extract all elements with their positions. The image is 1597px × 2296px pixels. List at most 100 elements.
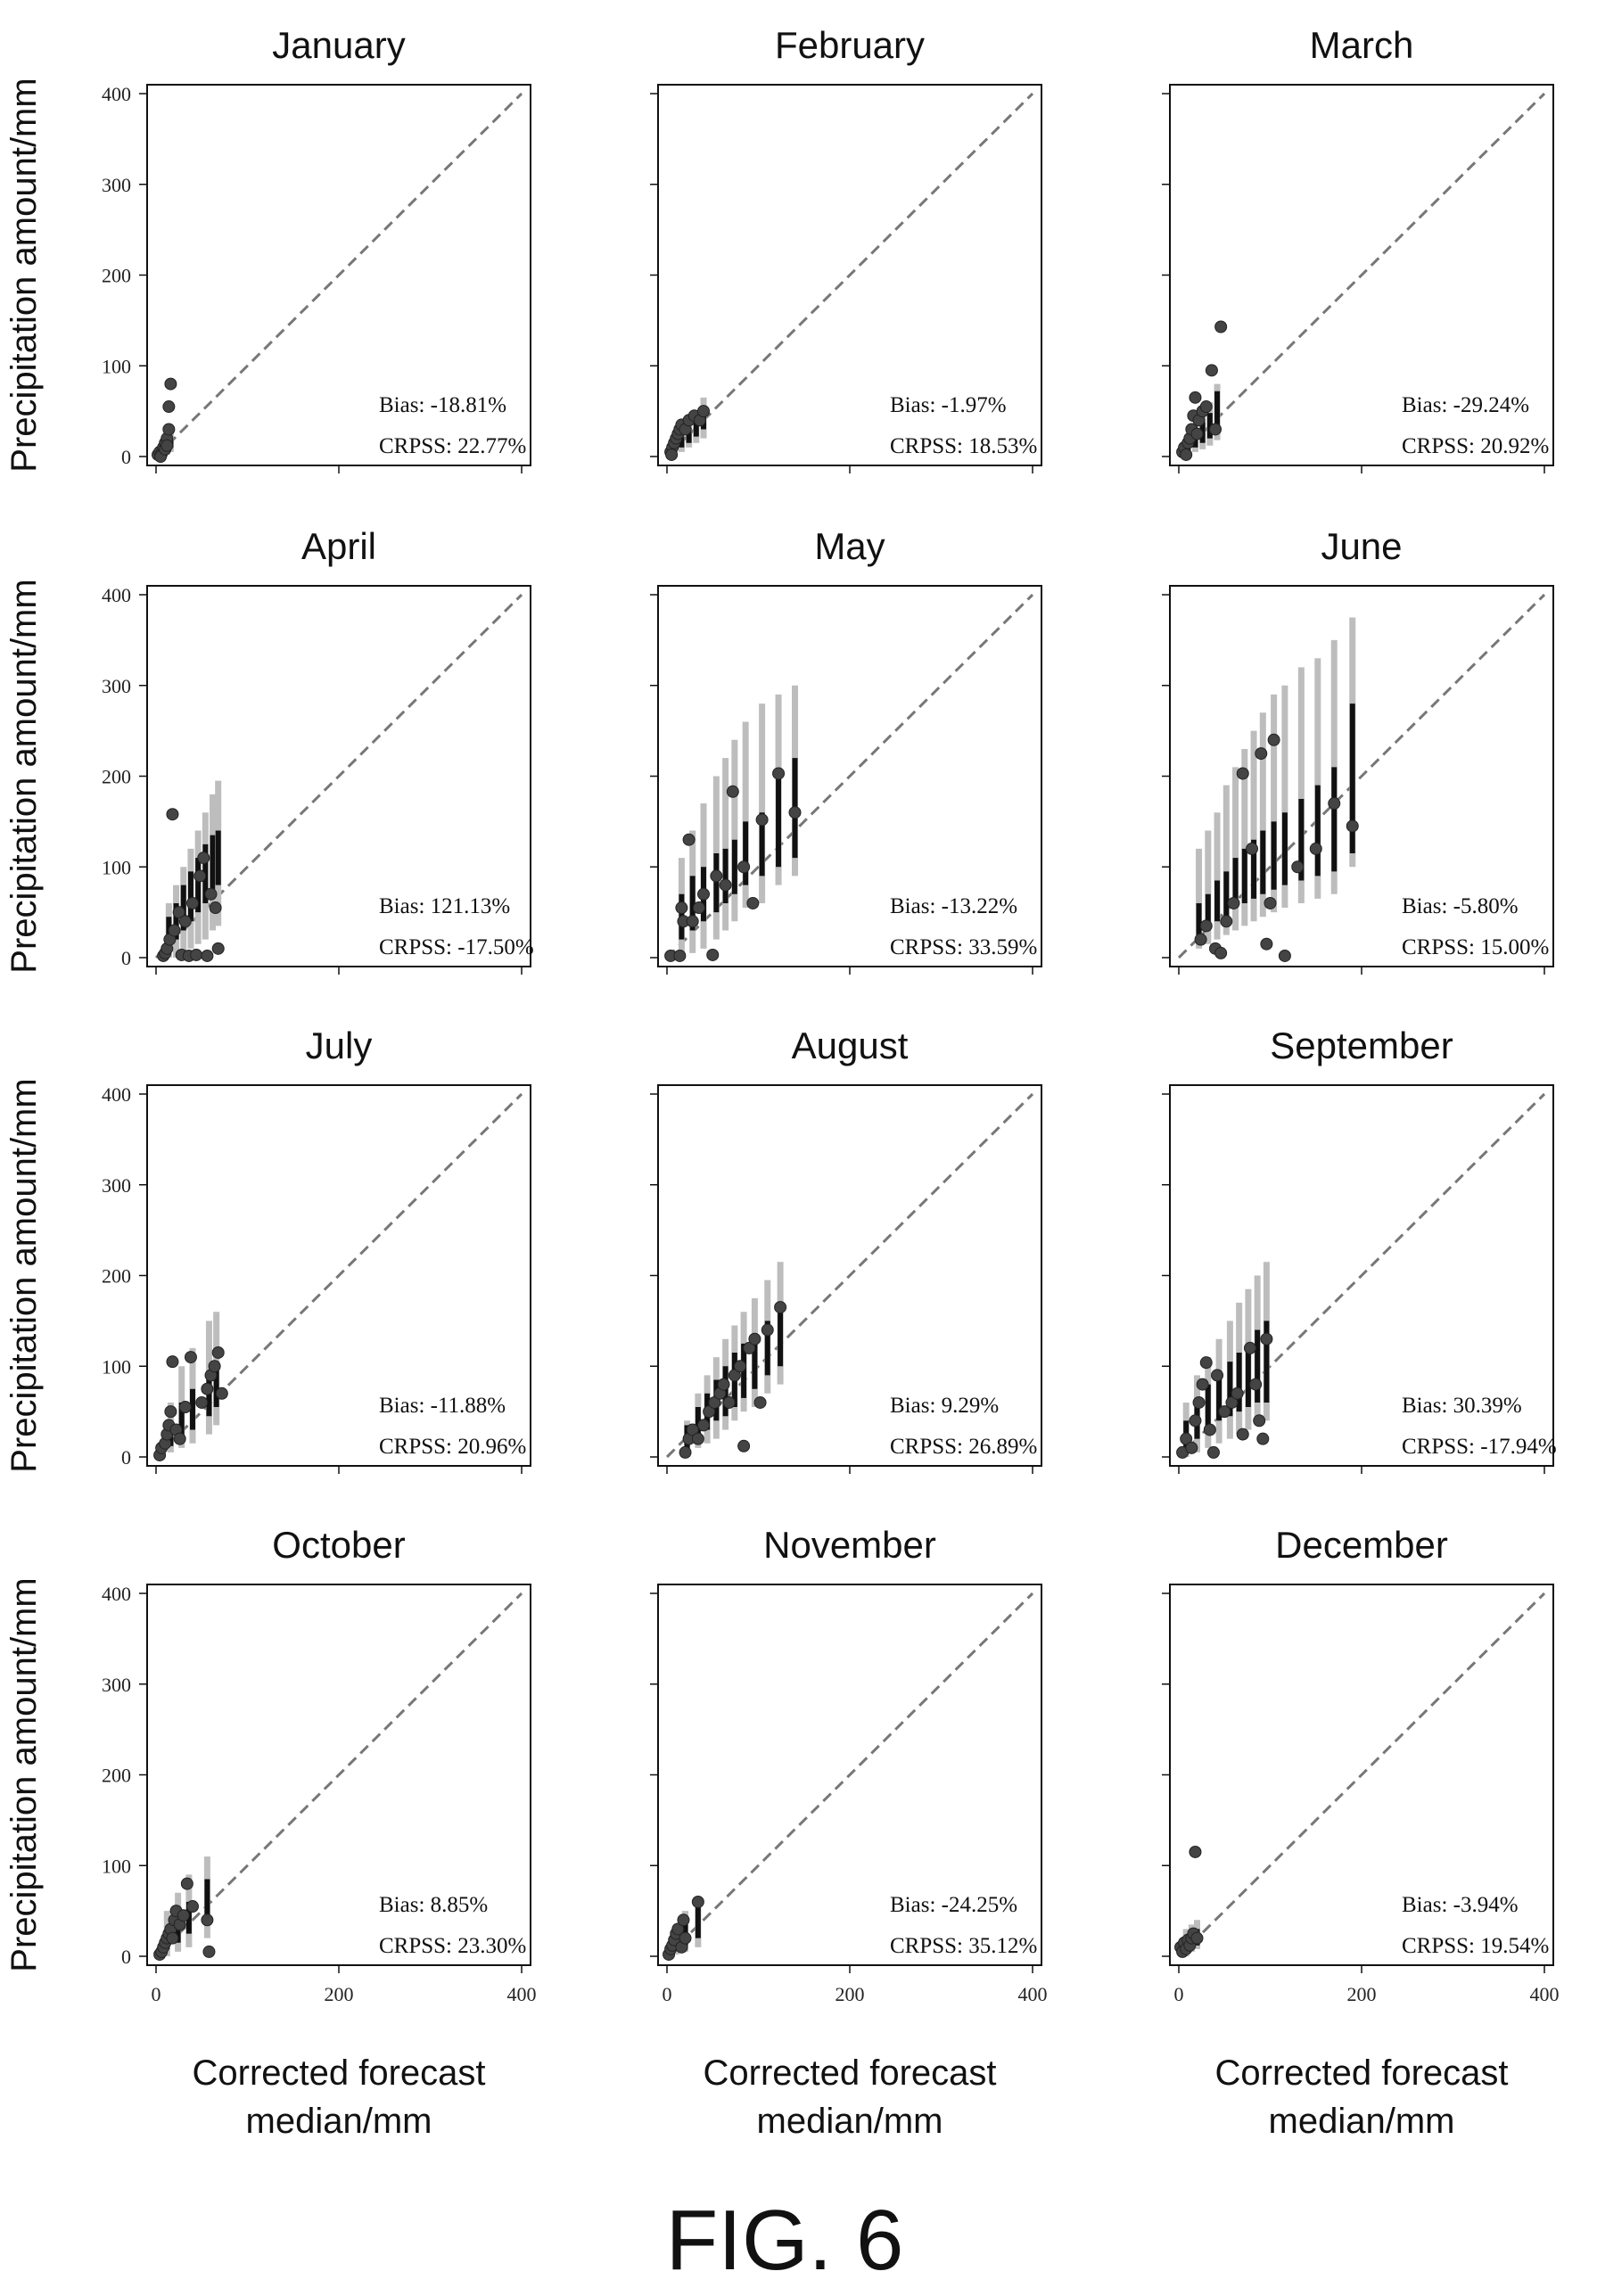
data-point bbox=[753, 1395, 767, 1409]
data-point bbox=[1203, 1423, 1216, 1436]
data-point bbox=[166, 1355, 179, 1369]
data-point bbox=[692, 901, 705, 915]
data-point bbox=[722, 1395, 736, 1409]
data-point bbox=[201, 949, 214, 962]
x-axis-label-line1: Corrected forecast bbox=[703, 2053, 996, 2093]
data-point bbox=[195, 1395, 209, 1409]
data-point bbox=[177, 1909, 190, 1922]
subplot-december: December 0 200 400 Bias: -3.94% CRPSS: 19.54%… bbox=[1162, 1524, 1560, 2141]
x-axis-label-line2: median/mm bbox=[246, 2102, 432, 2141]
figure-label: FIG. 6 bbox=[666, 2193, 904, 2288]
bias-label: Bias: -13.22% bbox=[890, 894, 1017, 918]
y-axis-label: Precipitation amount/mm bbox=[4, 579, 44, 973]
data-point bbox=[162, 400, 176, 414]
data-point bbox=[164, 1405, 177, 1419]
data-point bbox=[1206, 1445, 1220, 1459]
y-tick-label: 100 bbox=[102, 355, 131, 377]
data-point bbox=[1249, 1378, 1263, 1391]
data-point bbox=[1236, 1428, 1249, 1441]
reference-line bbox=[1177, 92, 1546, 458]
data-point bbox=[1267, 733, 1280, 746]
data-point bbox=[737, 860, 751, 874]
data-point bbox=[1328, 797, 1341, 811]
crpss-label: CRPSS: 18.53% bbox=[890, 434, 1037, 458]
data-point bbox=[706, 948, 720, 961]
crpss-label: CRPSS: 22.77% bbox=[379, 434, 526, 458]
bias-label: Bias: -5.80% bbox=[1402, 894, 1519, 918]
bias-label: Bias: 121.13% bbox=[379, 894, 510, 918]
crpss-label: CRPSS: 19.54% bbox=[1402, 1934, 1549, 1958]
bias-label: Bias: -11.88% bbox=[379, 1394, 506, 1418]
reference-line bbox=[154, 1592, 523, 1958]
x-tick-label: 200 bbox=[1347, 1983, 1377, 2005]
data-point bbox=[1243, 1341, 1256, 1354]
data-point bbox=[201, 1382, 214, 1395]
data-point bbox=[211, 942, 225, 955]
data-point bbox=[178, 915, 192, 928]
data-point bbox=[788, 806, 802, 819]
crpss-label: CRPSS: 15.00% bbox=[1402, 935, 1549, 959]
data-point bbox=[166, 808, 179, 821]
data-point bbox=[204, 887, 218, 901]
data-point bbox=[1231, 1387, 1244, 1400]
data-point bbox=[209, 901, 222, 915]
bias-label: Bias: -3.94% bbox=[1402, 1893, 1519, 1917]
data-point bbox=[1236, 767, 1249, 780]
data-point bbox=[1199, 1356, 1213, 1370]
data-point bbox=[180, 1877, 193, 1890]
data-point bbox=[1209, 423, 1222, 436]
y-axis-label: Precipitation amount/mm bbox=[4, 1078, 44, 1472]
x-tick-label: 400 bbox=[507, 1983, 537, 2005]
data-point bbox=[184, 1351, 197, 1364]
x-tick-label: 0 bbox=[663, 1983, 672, 2005]
data-point bbox=[671, 1922, 685, 1936]
subplot-title: September bbox=[1270, 1025, 1453, 1066]
bias-label: Bias: 30.39% bbox=[1402, 1394, 1522, 1418]
subplot-title: May bbox=[814, 525, 885, 567]
data-point bbox=[1264, 896, 1277, 909]
data-point bbox=[679, 1445, 692, 1459]
data-point bbox=[1253, 1414, 1266, 1428]
x-tick-label: 0 bbox=[152, 1983, 161, 2005]
data-point bbox=[697, 405, 710, 418]
data-point bbox=[173, 1432, 186, 1445]
subplot-june: June Bias: -5.80% CRPSS: 15.00% bbox=[1162, 525, 1554, 975]
crpss-label: CRPSS: 23.30% bbox=[379, 1934, 526, 1958]
data-point bbox=[1180, 448, 1193, 461]
data-point bbox=[734, 1360, 746, 1373]
data-point bbox=[1214, 946, 1228, 959]
subplot-title: March bbox=[1310, 24, 1414, 66]
y-tick-label: 400 bbox=[102, 584, 131, 606]
x-axis-label-line1: Corrected forecast bbox=[192, 2053, 485, 2093]
data-point bbox=[1278, 949, 1291, 962]
reference-line bbox=[665, 1592, 1034, 1958]
y-tick-label: 200 bbox=[102, 265, 131, 287]
subplot-title: October bbox=[272, 1524, 405, 1566]
crpss-label: CRPSS: -17.50% bbox=[379, 935, 534, 959]
data-point bbox=[161, 439, 174, 452]
subplot-july: July 0 100 200 300 400 Bias: -11.88% CRPSS: 20.… bbox=[4, 1025, 531, 1474]
data-point bbox=[172, 906, 185, 919]
bias-label: Bias: 8.85% bbox=[379, 1893, 488, 1917]
y-tick-label: 100 bbox=[102, 856, 131, 878]
subplot-april: April 0 100 200 300 400 Bias: 121.13% CRPSS: -1… bbox=[4, 525, 534, 975]
data-point bbox=[1246, 842, 1258, 855]
data-point bbox=[186, 896, 199, 909]
data-point bbox=[719, 878, 732, 892]
x-tick-label: 400 bbox=[1530, 1983, 1560, 2005]
data-point bbox=[1220, 915, 1233, 928]
data-point bbox=[1189, 1845, 1202, 1858]
x-axis-label-line2: median/mm bbox=[757, 2102, 943, 2141]
data-point bbox=[1196, 1378, 1209, 1391]
data-point bbox=[743, 1341, 756, 1354]
data-point bbox=[691, 1432, 704, 1445]
crpss-label: CRPSS: 20.96% bbox=[379, 1435, 526, 1459]
y-tick-label: 400 bbox=[102, 1583, 131, 1605]
y-axis-label: Precipitation amount/mm bbox=[4, 1577, 44, 1971]
y-tick-label: 300 bbox=[102, 1674, 131, 1696]
y-axis-label: Precipitation amount/mm bbox=[4, 78, 44, 472]
data-point bbox=[679, 1931, 692, 1945]
data-point bbox=[697, 887, 710, 901]
data-point bbox=[1227, 896, 1240, 909]
data-point bbox=[190, 948, 203, 961]
